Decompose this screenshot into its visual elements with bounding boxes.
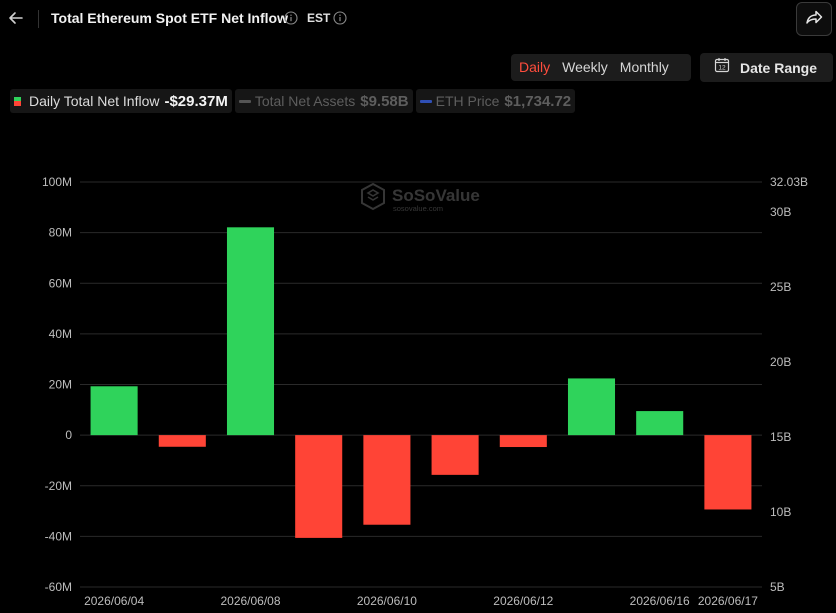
legend-item-net-assets[interactable]: Total Net Assets $9.58B: [234, 89, 413, 113]
page-title: Total Ethereum Spot ETF Net Inflow: [51, 10, 288, 26]
bar-2026/06/17[interactable]: [704, 435, 752, 510]
y2-tick-label: 20B: [770, 355, 791, 369]
bar-2026/06/09[interactable]: [295, 435, 343, 538]
legend-label: ETH Price: [435, 93, 500, 109]
svg-text:12: 12: [718, 65, 726, 72]
y-tick-label: 0: [65, 428, 72, 442]
legend-label: Daily Total Net Inflow: [29, 93, 160, 109]
legend-item-net-inflow[interactable]: Daily Total Net Inflow -$29.37M: [10, 89, 232, 113]
timezone-info-icon[interactable]: [333, 11, 347, 25]
bar-2026/06/08[interactable]: [226, 227, 275, 436]
legend: Daily Total Net Inflow -$29.37M Total Ne…: [10, 89, 576, 113]
y2-tick-label: 5B: [770, 580, 785, 594]
legend-value: $9.58B: [360, 92, 409, 110]
period-weekly-button[interactable]: Weekly: [562, 59, 608, 75]
y-tick-label: -60M: [45, 580, 72, 594]
y-tick-label: 80M: [49, 226, 72, 240]
info-icon[interactable]: [284, 11, 298, 25]
watermark: SoSoValue sosovalue.com: [361, 182, 480, 213]
date-range-button[interactable]: 12 Date Range: [700, 53, 833, 82]
assets-swatch-icon: [238, 99, 251, 103]
bar-2026/06/04[interactable]: [90, 386, 138, 436]
y2-tick-label: 15B: [770, 430, 791, 444]
watermark-brand: SoSoValue: [392, 186, 480, 205]
y-tick-label: 100M: [42, 175, 72, 189]
date-range-label: Date Range: [740, 59, 818, 76]
watermark-domain: sosovalue.com: [393, 204, 443, 213]
bar-2026/06/11[interactable]: [431, 435, 479, 475]
legend-item-eth-price[interactable]: ETH Price $1,734.72: [415, 89, 576, 113]
period-monthly-button[interactable]: Monthly: [619, 59, 669, 75]
bar-2026/06/10[interactable]: [363, 435, 411, 525]
period-daily-button[interactable]: Daily: [519, 59, 551, 75]
legend-value: $1,734.72: [504, 92, 572, 110]
back-arrow-icon[interactable]: [6, 8, 26, 28]
y2-tick-label: 30B: [770, 205, 791, 219]
sosovalue-logo-icon: [361, 182, 385, 211]
calendar-icon: 12: [714, 57, 730, 78]
divider: [38, 10, 39, 28]
period-toggle: Daily Weekly Monthly: [511, 54, 691, 81]
bar-2026/06/15[interactable]: [567, 378, 616, 436]
y-tick-label: -20M: [45, 479, 72, 493]
x-tick-label: 2026/06/17: [698, 594, 758, 608]
inflow-swatch-icon: [14, 96, 21, 106]
eth-swatch-icon: [419, 99, 432, 103]
y-tick-label: -40M: [45, 529, 72, 543]
bar-2026/06/16[interactable]: [636, 411, 684, 436]
x-tick-label: 2026/06/04: [84, 594, 144, 608]
y-tick-label: 40M: [49, 327, 72, 341]
bar-2026/06/12[interactable]: [499, 435, 547, 448]
x-tick-label: 2026/06/08: [220, 594, 280, 608]
legend-value: -$29.37M: [164, 92, 228, 110]
y-tick-label: 60M: [49, 276, 72, 290]
legend-label: Total Net Assets: [254, 93, 356, 109]
y2-top-label: 32.03B: [770, 175, 808, 189]
bar-2026/06/05[interactable]: [158, 435, 206, 447]
y-tick-label: 20M: [49, 378, 72, 392]
timezone-label: EST: [307, 11, 331, 25]
y2-tick-label: 25B: [770, 280, 791, 294]
x-tick-label: 2026/06/16: [630, 594, 690, 608]
x-tick-label: 2026/06/12: [493, 594, 553, 608]
share-icon: [805, 9, 823, 30]
share-button[interactable]: [796, 2, 832, 36]
y2-tick-label: 10B: [770, 505, 791, 519]
top-bar: Total Ethereum Spot ETF Net Inflow EST: [0, 0, 836, 38]
x-tick-label: 2026/06/10: [357, 594, 417, 608]
